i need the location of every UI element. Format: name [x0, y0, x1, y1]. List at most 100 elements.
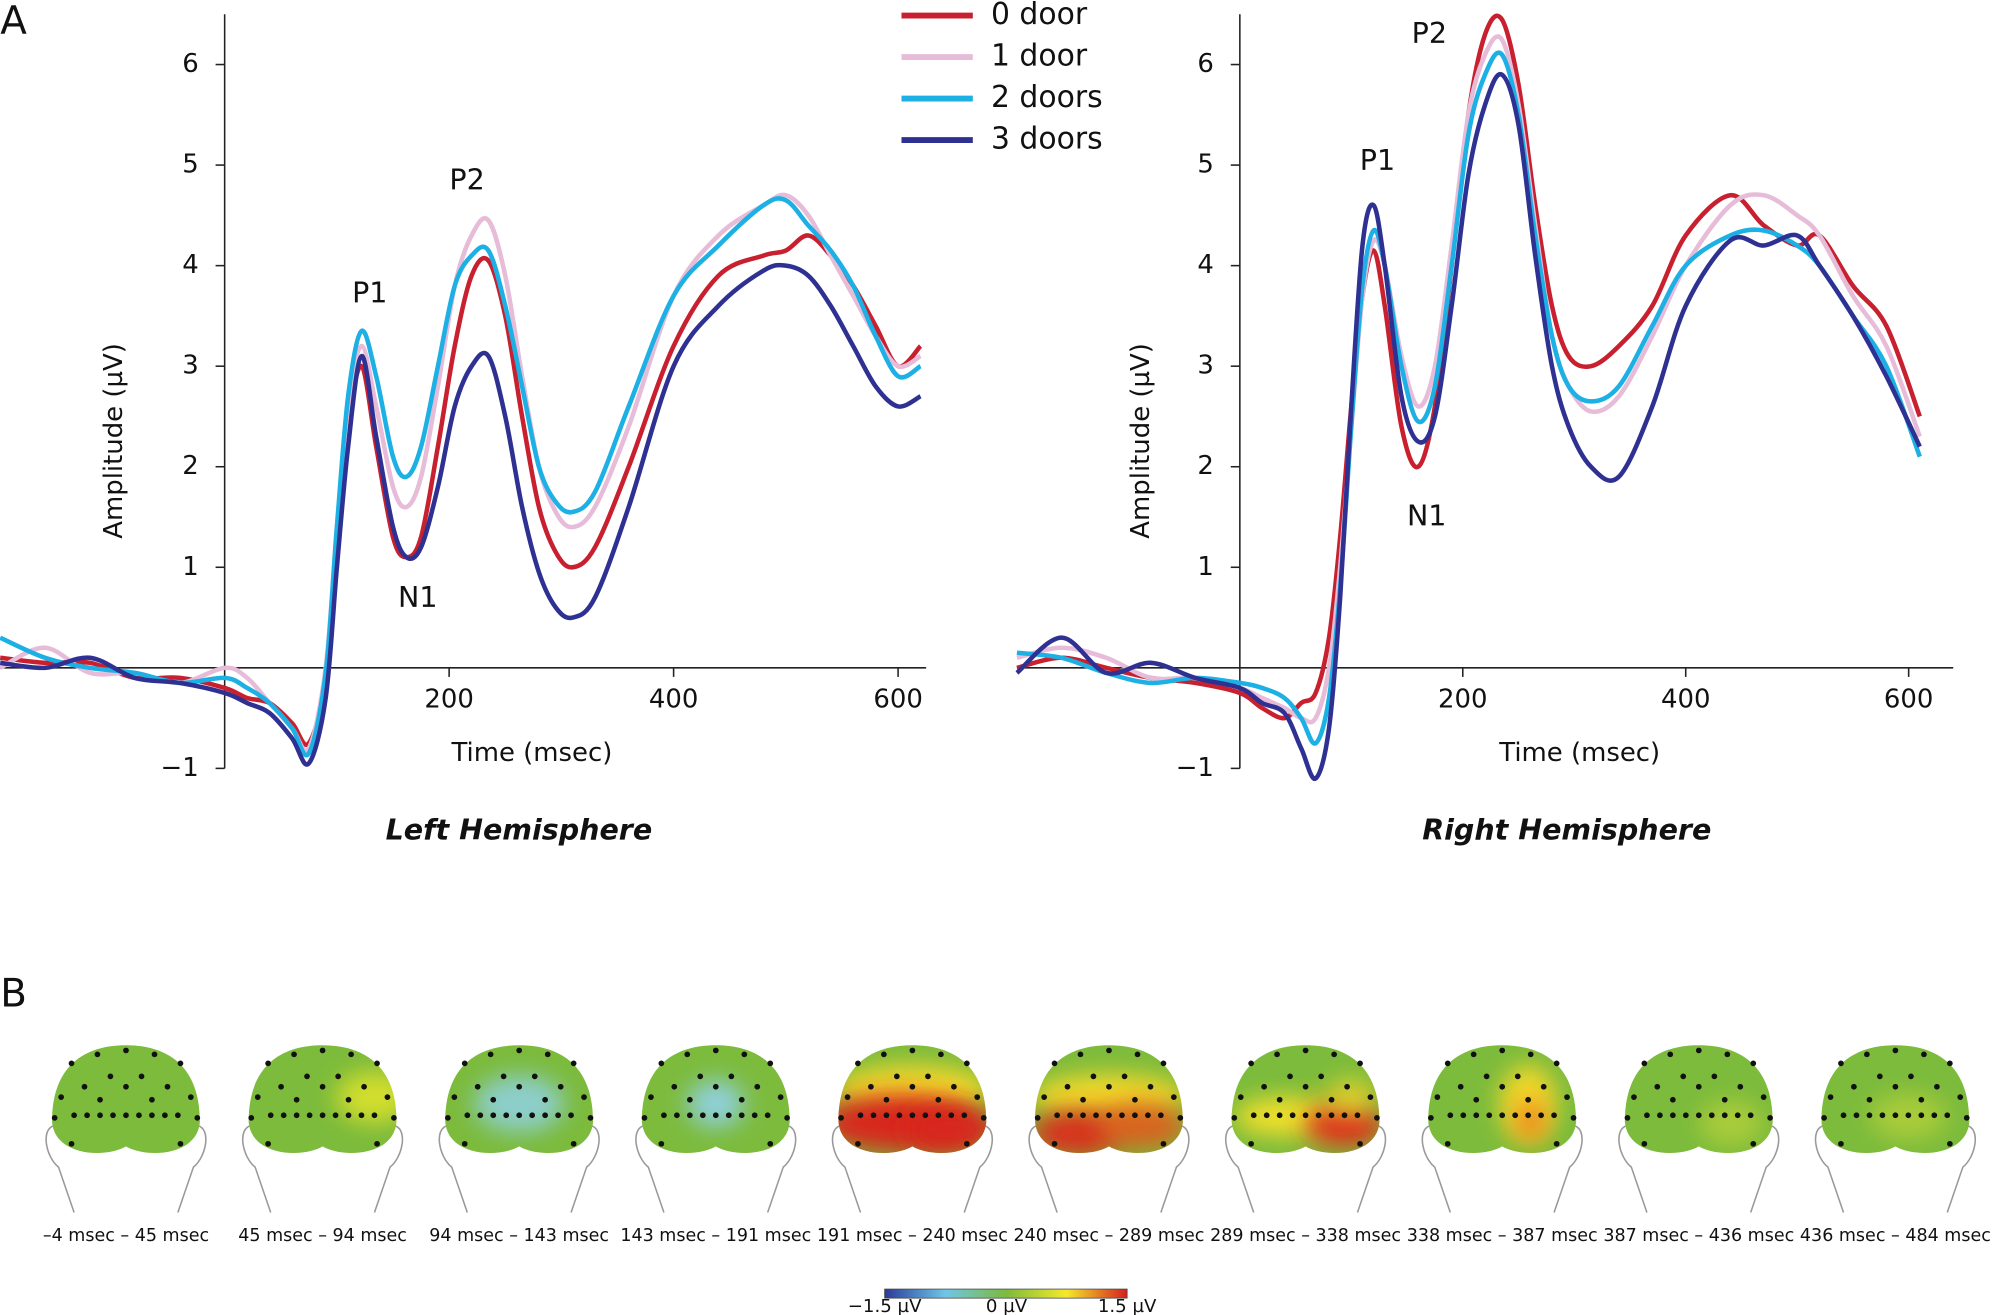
- electrode: [1237, 1094, 1244, 1100]
- electrode: [194, 1115, 201, 1121]
- electrode: [1876, 1073, 1883, 1080]
- electrode: [767, 1140, 774, 1147]
- electrode: [1827, 1094, 1834, 1100]
- y-tick-label: 6: [1197, 49, 1214, 79]
- electrode: [1564, 1094, 1570, 1100]
- topomap: 94 msec – 143 msec: [429, 1045, 609, 1246]
- electrode: [358, 1112, 365, 1119]
- heat-blob: [1515, 1099, 1547, 1142]
- electrode: [568, 1112, 574, 1119]
- electrode: [1864, 1051, 1870, 1058]
- electrode: [935, 1096, 942, 1103]
- electrode: [980, 1115, 987, 1121]
- electrode: [1499, 1112, 1506, 1119]
- electrode: [658, 1140, 665, 1147]
- panel-label: A: [0, 0, 27, 44]
- window-label: 338 msec – 387 msec: [1407, 1226, 1598, 1246]
- electrode: [371, 1112, 378, 1119]
- electrode: [1106, 1112, 1112, 1119]
- electrode: [291, 1051, 297, 1058]
- head-outline: [1225, 1124, 1387, 1213]
- electrode: [855, 1060, 861, 1067]
- electrode: [1132, 1096, 1138, 1103]
- electrode: [1695, 1112, 1702, 1119]
- electrode: [777, 1094, 784, 1100]
- chart-title: Left Hemisphere: [386, 813, 653, 846]
- electrode: [461, 1140, 468, 1147]
- electrode: [741, 1051, 748, 1058]
- x-axis-label: Time (msec): [450, 738, 612, 768]
- electrode: [964, 1140, 970, 1147]
- head-outline: [45, 1124, 207, 1213]
- electrode: [361, 1083, 367, 1090]
- topomap: 240 msec – 289 msec: [1014, 1045, 1204, 1246]
- electrode: [1512, 1112, 1519, 1119]
- topomap: 436 msec – 484 msec: [1800, 1045, 1991, 1246]
- electrode: [754, 1083, 761, 1090]
- electrode: [1840, 1112, 1847, 1119]
- electrode: [1289, 1112, 1296, 1119]
- electrode: [974, 1094, 981, 1100]
- electrode: [686, 1096, 693, 1103]
- electrode: [922, 1112, 929, 1119]
- electrode: [162, 1112, 168, 1119]
- electrode: [1331, 1051, 1337, 1058]
- electrode: [1077, 1051, 1084, 1058]
- electrode: [1080, 1112, 1086, 1119]
- electrode: [751, 1112, 758, 1119]
- legend-label: 2 doors: [991, 80, 1103, 115]
- electrode: [1274, 1051, 1280, 1058]
- electrode: [306, 1112, 313, 1119]
- electrode: [265, 1060, 271, 1067]
- electrode: [175, 1112, 181, 1119]
- electrode: [461, 1060, 468, 1067]
- electrode: [557, 1083, 564, 1090]
- electrode: [909, 1112, 916, 1119]
- electrode: [738, 1096, 745, 1103]
- electrode: [1374, 1115, 1380, 1121]
- electrode: [391, 1115, 397, 1121]
- electrode: [1302, 1112, 1309, 1119]
- electrode: [1041, 1094, 1048, 1100]
- electrode: [661, 1112, 667, 1119]
- electrode: [1248, 1140, 1254, 1147]
- electrode: [951, 1083, 957, 1090]
- topomap: 45 msec – 94 msec: [238, 1045, 407, 1246]
- electrode: [68, 1060, 75, 1067]
- electrode: [1631, 1094, 1637, 1100]
- electrode: [97, 1096, 103, 1103]
- electrode: [870, 1112, 877, 1119]
- heat: [1234, 1078, 1380, 1147]
- electrode: [503, 1112, 510, 1119]
- y-tick-label: 2: [1197, 451, 1214, 481]
- electrode: [1444, 1140, 1451, 1147]
- series-line: [0, 262, 922, 767]
- electrode: [1918, 1096, 1925, 1103]
- electrode: [164, 1083, 171, 1090]
- scalp: [248, 1045, 397, 1154]
- electrode: [1064, 1083, 1071, 1090]
- topomap: 338 msec – 387 msec: [1407, 1045, 1598, 1246]
- electrode: [868, 1083, 874, 1090]
- electrode: [531, 1073, 538, 1080]
- electrode: [542, 1112, 548, 1119]
- electrode: [1147, 1083, 1154, 1090]
- electrode: [1921, 1051, 1927, 1058]
- colorbar-label: 1.5 µV: [1098, 1296, 1157, 1315]
- electrode: [1947, 1060, 1953, 1067]
- electrode: [1263, 1112, 1270, 1119]
- heat-blob: [1325, 1078, 1377, 1116]
- electrode: [487, 1051, 494, 1058]
- electrode: [445, 1115, 451, 1121]
- electrode: [1447, 1112, 1454, 1119]
- electrode: [1525, 1096, 1531, 1103]
- annotation: N1: [1407, 499, 1446, 532]
- electrode: [1670, 1096, 1676, 1103]
- electrode: [490, 1112, 497, 1119]
- electrode: [1034, 1115, 1041, 1121]
- x-tick-label: 200: [1438, 685, 1487, 715]
- x-axis-label: Time (msec): [1498, 738, 1660, 768]
- electrode: [68, 1140, 75, 1147]
- electrode: [490, 1096, 497, 1103]
